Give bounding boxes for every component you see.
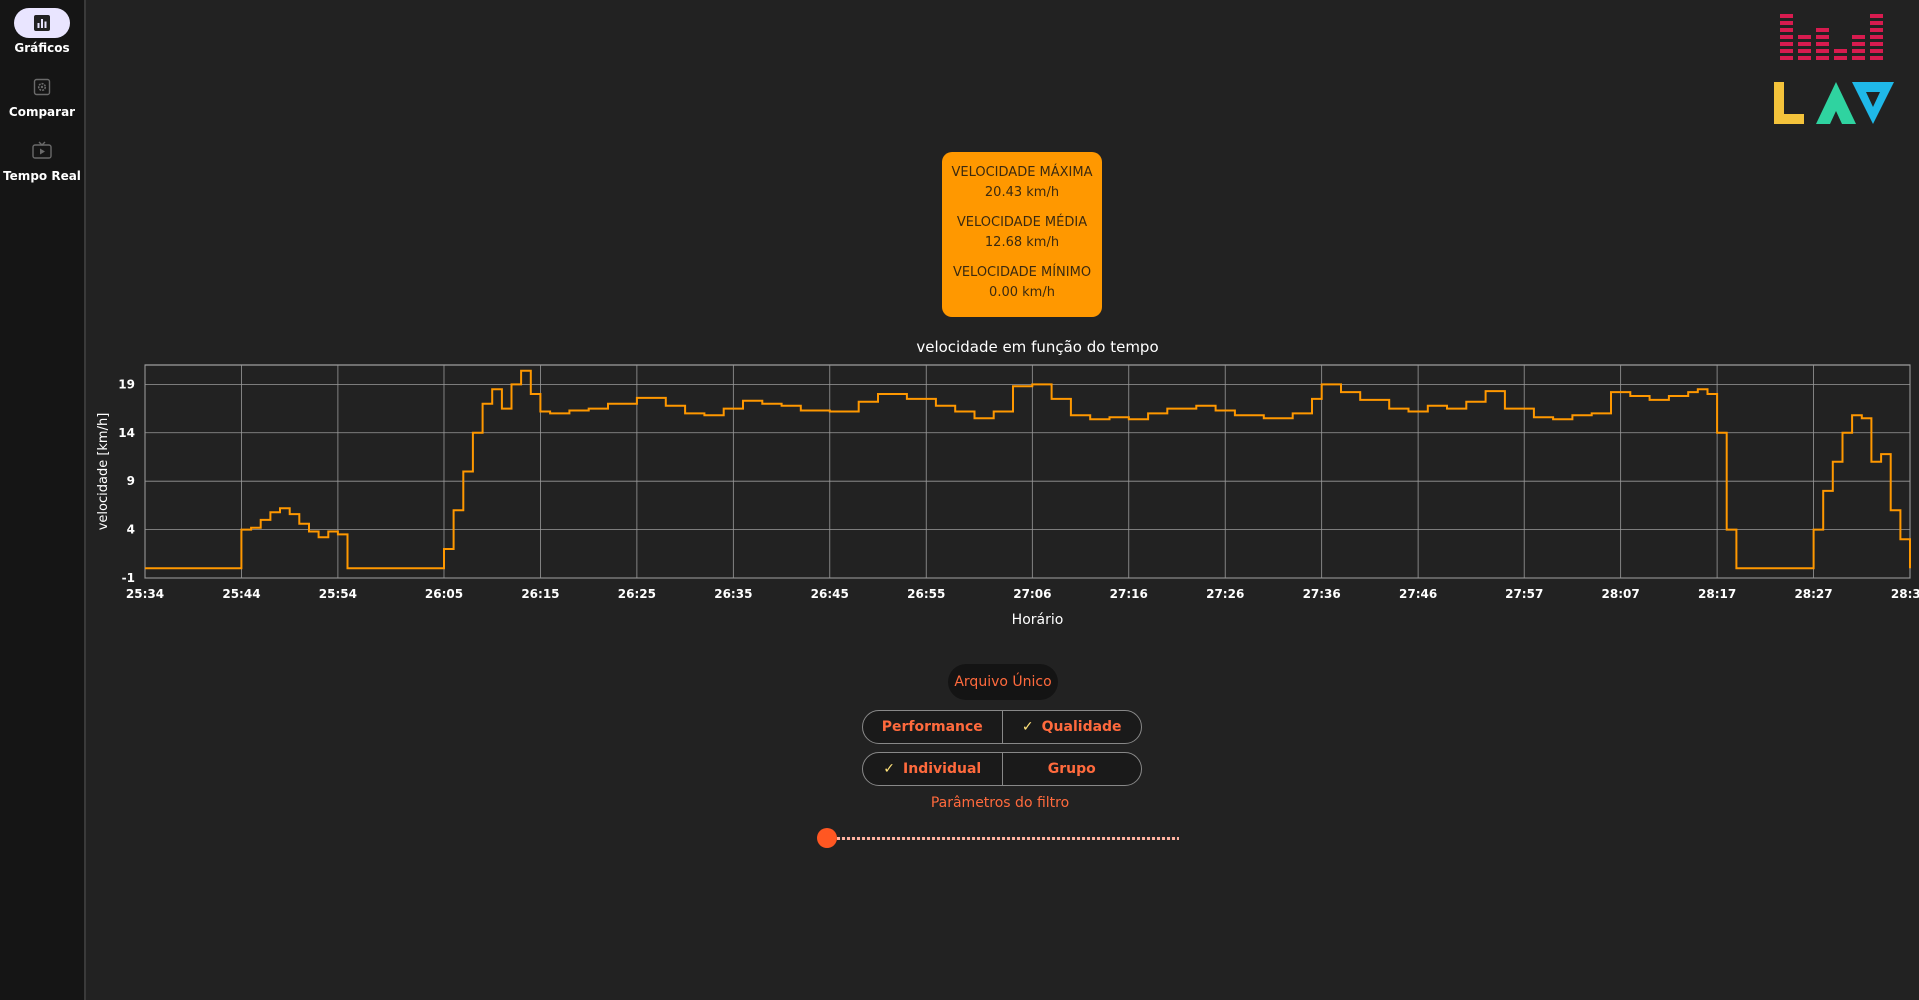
individual-label: Individual (903, 761, 982, 777)
speed-chart: velocidade em função do tempo 25:34 25:44 2… (96, 338, 1919, 628)
x-tick-label: 26:35 (714, 587, 752, 601)
x-tick-label: 26:55 (907, 587, 945, 601)
mode-toggle: Performance ✓ Qualidade (862, 710, 1142, 744)
x-tick-label: 27:16 (1110, 587, 1148, 601)
bar-chart-icon (34, 15, 50, 31)
x-tick-label: 25:54 (319, 587, 357, 601)
sidebar-item-graficos[interactable]: Gráficos (0, 8, 84, 55)
grupo-label: Grupo (1047, 761, 1096, 777)
x-axis-label: Horário (1012, 612, 1064, 628)
speed-series-line (145, 369, 1911, 570)
x-tick-label: 28:17 (1698, 587, 1736, 601)
y-axis-label: velocidade [km/h] (96, 413, 111, 531)
sidebar-item-label: Gráficos (14, 41, 70, 55)
chart-title: velocidade em função do tempo (916, 338, 1158, 356)
x-tick-label: 27:26 (1206, 587, 1244, 601)
min-speed-label: VELOCIDADE MÍNIMO (952, 265, 1092, 280)
x-tick-label: 27:36 (1303, 587, 1341, 601)
x-tick-label: 26:05 (425, 587, 463, 601)
avg-speed-stat: VELOCIDADE MÉDIA 12.68 km/h (942, 213, 1102, 253)
check-icon: ✓ (883, 761, 896, 777)
x-tick-label: 25:44 (222, 587, 260, 601)
gear-icon (33, 78, 51, 96)
tv-play-icon (32, 141, 52, 159)
y-tick-label: -1 (122, 571, 135, 585)
max-speed-stat: VELOCIDADE MÁXIMA 20.43 km/h (942, 163, 1102, 203)
check-icon: ✓ (1021, 719, 1034, 735)
y-tick-label: 4 (127, 523, 135, 537)
nav-icon-pill (14, 136, 70, 166)
x-tick-label: 27:46 (1399, 587, 1437, 601)
single-file-button[interactable]: Arquivo Único (948, 664, 1058, 700)
sidebar: Gráficos Comparar Tempo Real (0, 0, 86, 1000)
y-tick-label: 19 (118, 377, 135, 391)
nav-icon-pill (14, 8, 70, 38)
sidebar-item-label: Tempo Real (3, 169, 81, 183)
sidebar-item-comparar[interactable]: Comparar (0, 72, 84, 119)
avg-speed-label: VELOCIDADE MÉDIA (956, 215, 1088, 230)
scope-toggle: ✓ Individual Grupo (862, 752, 1142, 786)
min-speed-value: 0.00 km/h (989, 285, 1055, 300)
individual-option[interactable]: ✓ Individual (863, 753, 1002, 785)
speed-stats-card: VELOCIDADE MÁXIMA 20.43 km/h VELOCIDADE … (942, 152, 1102, 317)
sidebar-item-label: Comparar (8, 105, 76, 119)
x-tick-label: 28:07 (1602, 587, 1640, 601)
nav-icon-pill (14, 72, 70, 102)
x-tick-label: 25:34 (126, 587, 164, 601)
filter-slider[interactable] (817, 826, 1179, 850)
x-tick-label: 28:37 (1891, 587, 1919, 601)
lav-logo (1770, 12, 1896, 130)
y-tick-label: 9 (127, 474, 135, 488)
filter-params-label: Parâmetros do filtro (930, 795, 1070, 811)
max-speed-value: 20.43 km/h (984, 185, 1060, 200)
max-speed-label: VELOCIDADE MÁXIMA (951, 165, 1093, 180)
slider-track[interactable] (827, 837, 1179, 840)
x-tick-label: 27:06 (1013, 587, 1051, 601)
qualidade-label: Qualidade (1041, 719, 1122, 735)
x-tick-label: 26:25 (618, 587, 656, 601)
min-speed-stat: VELOCIDADE MÍNIMO 0.00 km/h (942, 263, 1102, 303)
avg-speed-value: 12.68 km/h (984, 235, 1060, 250)
x-tick-label: 26:45 (811, 587, 849, 601)
grupo-option[interactable]: Grupo (1001, 753, 1142, 785)
y-tick-label: 14 (118, 426, 135, 440)
slider-thumb[interactable] (817, 828, 837, 848)
x-tick-label: 28:27 (1794, 587, 1832, 601)
qualidade-option[interactable]: ✓ Qualidade (1001, 711, 1142, 743)
x-tick-label: 26:15 (521, 587, 559, 601)
performance-option[interactable]: Performance (863, 711, 1002, 743)
performance-label: Performance (881, 719, 983, 735)
x-tick-label: 27:57 (1505, 587, 1543, 601)
sidebar-item-tempo-real[interactable]: Tempo Real (0, 136, 84, 183)
